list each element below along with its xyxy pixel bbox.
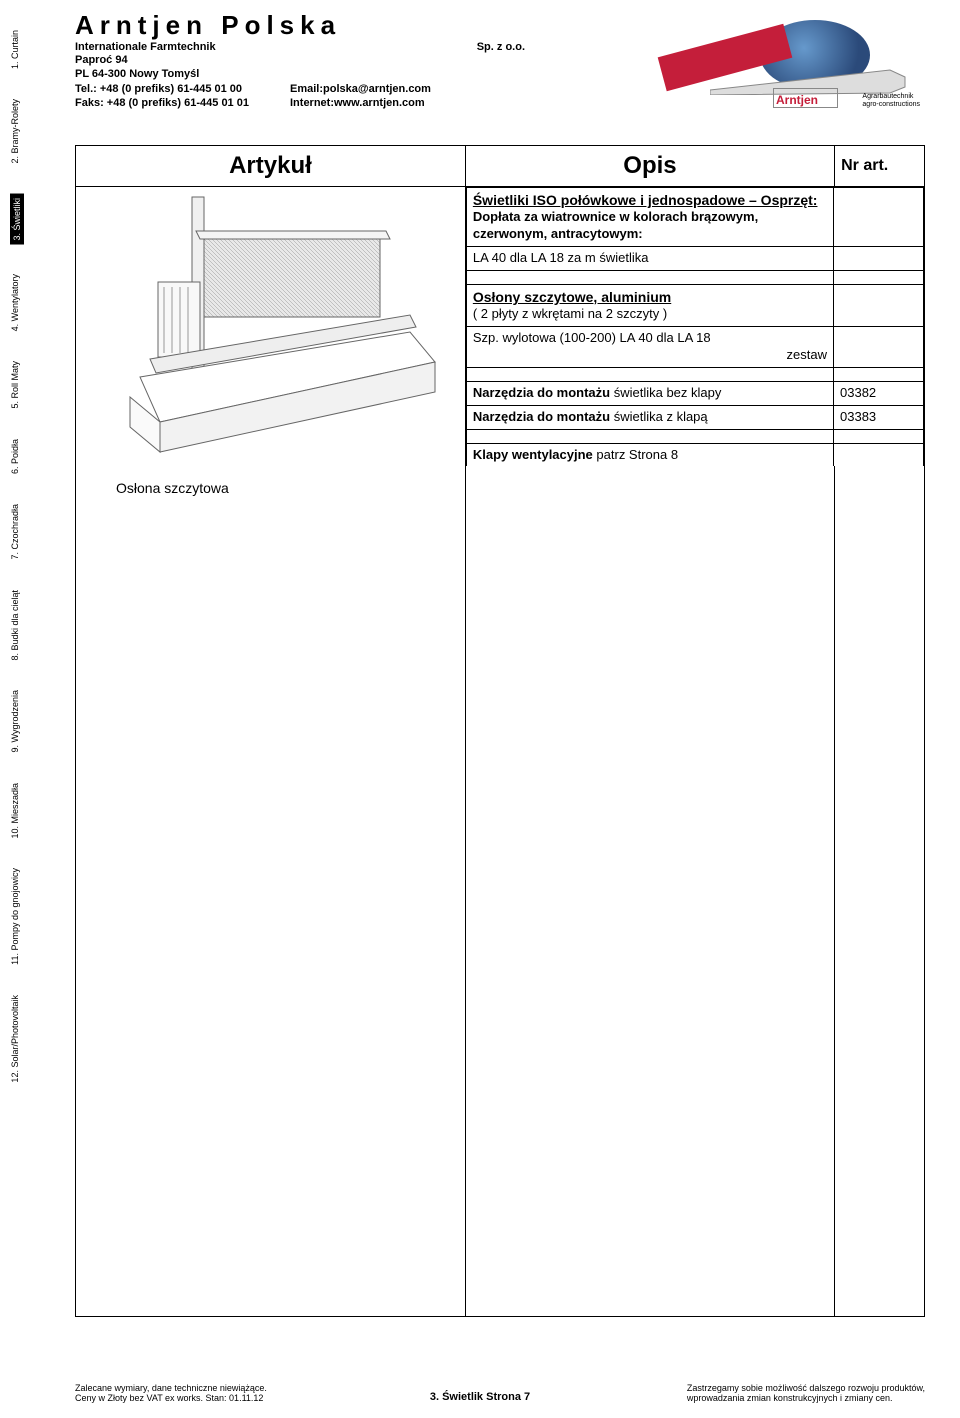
illust-label: Osłona szczytowa [116, 480, 465, 496]
tel: Tel.: +48 (0 prefiks) 61-445 01 00 [75, 82, 290, 96]
email: Email:polska@arntjen.com [290, 82, 431, 96]
subtitle: Internationale Farmtechnik [75, 41, 216, 53]
illustration-cell: Osłona szczytowa [76, 187, 466, 1317]
sidebar-item: 5. Roll Maty [10, 361, 20, 409]
narz1: Narzędzia do montażu świetlika bez klapy [466, 381, 833, 405]
section2-row1: Szp. wylotowa (100-200) LA 40 dla LA 18 … [466, 326, 833, 367]
sidebar-item: 8. Budki dla cieląt [10, 590, 20, 661]
col-nr: Nr art. [835, 146, 925, 187]
web: Internet:www.arntjen.com [290, 96, 425, 110]
section1: Świetliki ISO połówkowe i jednospadowe –… [466, 188, 833, 247]
logo-subtext: Agrarbautechnik agro-constructions [862, 93, 920, 108]
logo: Arntjen Agrarbautechnik agro-constructio… [650, 20, 930, 130]
brand-bar: Arntjen [773, 88, 838, 108]
col-artykul: Artykuł [76, 146, 466, 187]
inner-table: Świetliki ISO połówkowe i jednospadowe –… [466, 187, 924, 466]
sidebar-item: 4. Wentylatory [10, 274, 20, 331]
klapy: Klapy wentylacyjne patrz Strona 8 [466, 443, 833, 466]
section1-nr [834, 188, 924, 247]
addr2: PL 64-300 Nowy Tomyśl [75, 67, 645, 81]
section2: Osłony szczytowe, aluminium ( 2 płyty z … [466, 284, 833, 326]
narz2: Narzędzia do montażu świetlika z klapą [466, 405, 833, 429]
header: Arntjen Polska Internationale Farmtechni… [75, 10, 645, 110]
addr1: Paproć 94 [75, 53, 645, 67]
narz2-nr: 03383 [834, 405, 924, 429]
sidebar-item: 9. Wygrodzenia [10, 690, 20, 752]
narz1-nr: 03382 [834, 381, 924, 405]
sidebar-item: 12. Solar/Photovoltaik [10, 995, 20, 1083]
sidebar-item: 6. Poidła [10, 439, 20, 474]
main-table: Artykuł Opis Nr art. [75, 145, 925, 1317]
section1-row1: LA 40 dla LA 18 za m świetlika [466, 246, 833, 270]
brand-text: Arntjen [776, 93, 818, 107]
illustration [100, 187, 440, 467]
filler-opis [465, 466, 834, 1316]
sidebar-item: 1. Curtain [10, 30, 20, 69]
spzoo: Sp. z o.o. [477, 41, 525, 53]
footer-center: 3. Świetlik Strona 7 [0, 1391, 960, 1403]
sidebar-item: 10. Mieszadła [10, 783, 20, 839]
sidebar-item: 2. Bramy-Rolety [10, 99, 20, 164]
sidebar-item: 7. Czochradła [10, 504, 20, 560]
sidebar-item: 3. Świetliki [10, 194, 24, 245]
sidebar: 1. Curtain 2. Bramy-Rolety 3. Świetliki 4. … [10, 30, 30, 1380]
company-name: Arntjen Polska [75, 10, 645, 41]
col-opis: Opis [465, 146, 834, 187]
fax: Faks: +48 (0 prefiks) 61-445 01 01 [75, 96, 290, 110]
filler-nr [835, 466, 925, 1316]
sidebar-item: 11. Pompy do gnojowicy [10, 868, 20, 965]
